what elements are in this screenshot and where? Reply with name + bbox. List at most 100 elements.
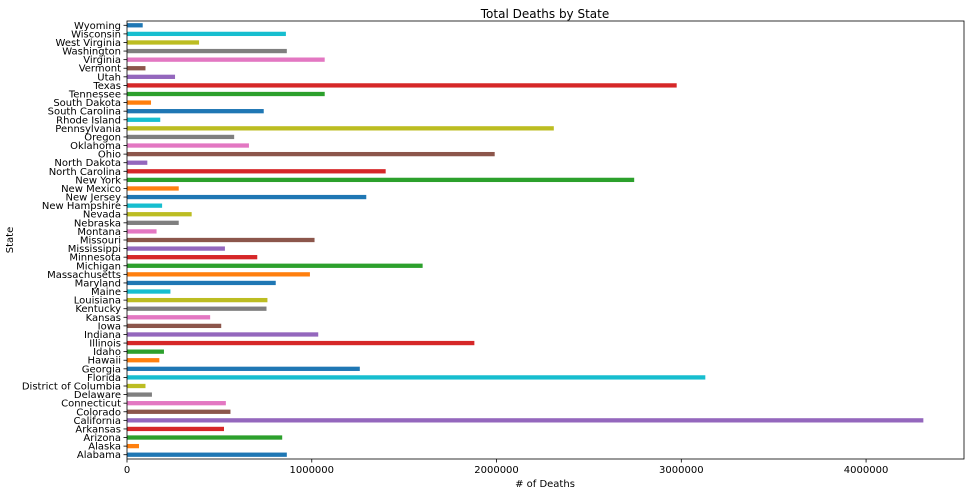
bar-vermont bbox=[127, 66, 146, 71]
bar-new-york bbox=[127, 177, 635, 183]
bar-maryland bbox=[127, 280, 276, 286]
bar-tennessee bbox=[127, 91, 325, 97]
y-tick-label: Pennsylvania bbox=[55, 124, 121, 135]
y-tick-label: Illinois bbox=[89, 339, 121, 350]
y-tick-label: Alaska bbox=[88, 442, 121, 453]
y-tick-label: Kentucky bbox=[75, 304, 121, 315]
y-tick-label: Georgia bbox=[82, 364, 121, 375]
bar-delaware bbox=[127, 392, 152, 397]
y-tick-label: Washington bbox=[62, 47, 121, 58]
y-tick-label: Virginia bbox=[83, 55, 121, 66]
bar-arkansas bbox=[127, 426, 225, 432]
y-tick-label: New Hampshire bbox=[42, 201, 121, 212]
y-tick-label: Indiana bbox=[84, 330, 121, 341]
bar-nebraska bbox=[127, 220, 179, 225]
y-tick-label: Arizona bbox=[83, 433, 121, 444]
y-tick-label: Iowa bbox=[98, 321, 121, 332]
x-tick-label: 4000000 bbox=[844, 465, 889, 476]
y-tick-label: North Carolina bbox=[49, 167, 121, 178]
y-tick-label: Mississippi bbox=[68, 244, 121, 255]
bar-minnesota bbox=[127, 255, 258, 260]
y-tick-label: Delaware bbox=[74, 390, 121, 401]
x-tick-label: 2000000 bbox=[474, 465, 519, 476]
y-tick-label: Maryland bbox=[75, 278, 121, 289]
x-tick-label: 0 bbox=[124, 465, 130, 476]
plot-frame bbox=[126, 20, 965, 460]
x-ticks: 0 1000000 2000000 3000000 4000000 bbox=[124, 459, 889, 476]
y-tick-label: South Dakota bbox=[53, 98, 121, 109]
bar-north-carolina bbox=[127, 169, 386, 174]
bar-utah bbox=[127, 74, 176, 79]
y-tick-label: Oklahoma bbox=[70, 141, 121, 152]
bar-massachusetts bbox=[127, 272, 310, 277]
x-tick-label: 1000000 bbox=[289, 465, 334, 476]
y-tick-label: New Mexico bbox=[61, 184, 121, 195]
bar-west-virginia bbox=[127, 40, 200, 45]
bar-rhode-island bbox=[127, 117, 161, 122]
bar-montana bbox=[127, 229, 157, 234]
y-tick-label: Utah bbox=[97, 72, 121, 83]
y-tick-label: West Virginia bbox=[56, 38, 121, 49]
bar-missouri bbox=[127, 237, 315, 243]
y-tick-label: Wyoming bbox=[74, 21, 121, 32]
y-tick-label: Louisiana bbox=[74, 296, 121, 307]
bar-south-dakota bbox=[127, 100, 152, 105]
bar-oregon bbox=[127, 134, 235, 140]
bar-mississippi bbox=[127, 246, 225, 251]
y-tick-label: Colorado bbox=[76, 407, 121, 418]
bar-kentucky bbox=[127, 306, 267, 311]
y-tick-label: Kansas bbox=[86, 313, 121, 324]
y-tick-label: District of Columbia bbox=[22, 382, 121, 393]
bar-wisconsin bbox=[127, 31, 286, 37]
y-tick-label: Missouri bbox=[80, 236, 121, 247]
y-tick-label: Tennessee bbox=[68, 90, 121, 101]
bar-michigan bbox=[127, 263, 423, 268]
y-tick-label: New Jersey bbox=[66, 193, 122, 204]
y-tick-label: Arkansas bbox=[75, 424, 121, 435]
bars-group bbox=[127, 23, 924, 457]
y-tick-label: South Carolina bbox=[48, 107, 121, 118]
bar-texas bbox=[127, 83, 677, 88]
y-tick-label: Alabama bbox=[77, 450, 121, 461]
y-tick-label: Hawaii bbox=[87, 356, 121, 367]
bar-washington bbox=[127, 48, 287, 54]
bar-georgia bbox=[127, 366, 360, 371]
bar-louisiana bbox=[127, 297, 268, 303]
y-tick-label: Minnesota bbox=[69, 253, 121, 264]
y-tick-label: Nebraska bbox=[74, 218, 121, 229]
chart-title: Total Deaths by State bbox=[480, 7, 610, 21]
bar-kansas bbox=[127, 315, 211, 320]
y-tick-label: Ohio bbox=[98, 150, 121, 161]
bar-illinois bbox=[127, 340, 475, 346]
bar-california bbox=[127, 418, 924, 423]
bar-district-of-columbia bbox=[127, 383, 146, 389]
y-tick-label: Florida bbox=[87, 373, 121, 384]
y-tick-label: Idaho bbox=[93, 347, 121, 358]
bar-alabama bbox=[127, 452, 287, 457]
bar-hawaii bbox=[127, 358, 160, 363]
bar-pennsylvania bbox=[127, 126, 554, 131]
y-tick-label: Texas bbox=[92, 81, 121, 92]
x-tick-label: 3000000 bbox=[659, 465, 704, 476]
y-tick-label: Oregon bbox=[84, 132, 121, 143]
y-tick-labels: AlabamaAlaskaArizonaArkansasCaliforniaCo… bbox=[22, 21, 127, 461]
y-tick-label: Vermont bbox=[79, 64, 121, 75]
y-tick-label: Nevada bbox=[83, 210, 121, 221]
bar-colorado bbox=[127, 409, 231, 414]
y-tick-label: North Dakota bbox=[54, 158, 121, 169]
y-tick-label: Connecticut bbox=[61, 399, 121, 410]
y-tick-label: New York bbox=[75, 175, 121, 186]
bar-maine bbox=[127, 289, 171, 294]
bar-north-dakota bbox=[127, 160, 148, 165]
bar-connecticut bbox=[127, 401, 226, 406]
y-tick-label: Rhode Island bbox=[56, 115, 121, 126]
y-tick-label: Michigan bbox=[76, 261, 121, 272]
y-tick-label: Massachusetts bbox=[47, 270, 121, 281]
bar-new-mexico bbox=[127, 186, 179, 191]
y-tick-label: California bbox=[74, 416, 122, 427]
bar-indiana bbox=[127, 332, 319, 337]
bar-alaska bbox=[127, 443, 140, 449]
bar-idaho bbox=[127, 349, 164, 354]
bar-arizona bbox=[127, 435, 283, 440]
